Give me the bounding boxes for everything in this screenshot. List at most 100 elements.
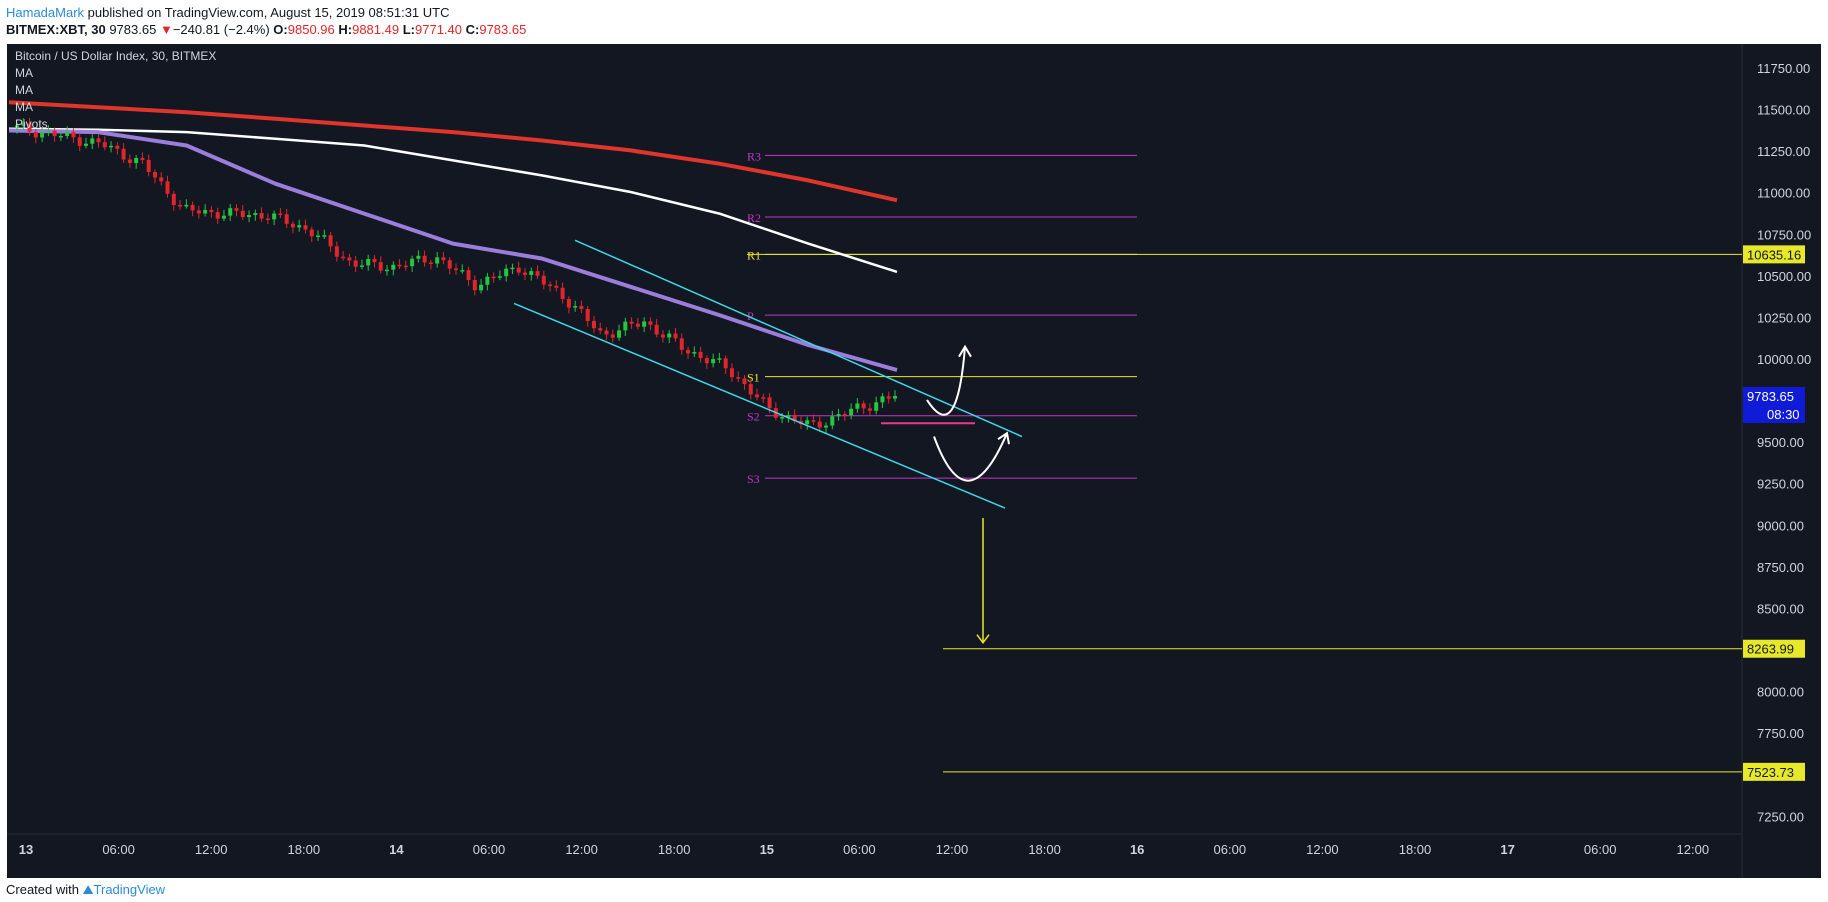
candle-body — [805, 420, 810, 425]
published-text: published on TradingView.com, August 15,… — [84, 5, 450, 20]
candle-body — [40, 132, 45, 138]
candle-body — [535, 271, 540, 276]
high-value: 9881.49 — [352, 22, 400, 37]
candle-body — [309, 229, 314, 237]
time-tick-label: 13 — [19, 842, 33, 857]
candle-body — [278, 213, 283, 216]
candle-body — [817, 421, 822, 428]
time-tick-label: 06:00 — [473, 842, 506, 857]
author-link[interactable]: HamadaMark — [6, 5, 85, 20]
publish-line: HamadaMark published on TradingView.com,… — [6, 5, 449, 20]
candle-body — [761, 397, 766, 399]
candle-body — [485, 276, 490, 285]
candle-body — [836, 414, 841, 417]
created-with-text: Created with — [6, 882, 79, 897]
time-tick-label: 18:00 — [1028, 842, 1061, 857]
candle-body — [247, 215, 252, 218]
candle-body — [33, 131, 38, 138]
time-tick-label: 06:00 — [102, 842, 135, 857]
candle-body — [767, 397, 772, 409]
candle-body — [203, 209, 208, 214]
candle-body — [196, 210, 201, 214]
time-tick-label: 18:00 — [288, 842, 321, 857]
pivot-label-r2: R2 — [747, 211, 761, 225]
candle-body — [742, 378, 747, 385]
candle-body — [77, 137, 82, 146]
price-tick-label: 10250.00 — [1757, 310, 1811, 325]
legend-item-pivots[interactable]: Pivots — [15, 117, 48, 131]
candle-body — [15, 125, 19, 128]
symbol-label: BITMEX:XBT, 30 — [6, 22, 106, 37]
candle-body — [366, 259, 371, 266]
candle-body — [422, 255, 427, 263]
pivot-label-s2: S2 — [747, 410, 760, 424]
legend-item-ma-white[interactable]: MA — [15, 100, 33, 114]
candle-body — [127, 159, 132, 163]
candle-body — [849, 408, 854, 416]
candle-body — [334, 246, 339, 257]
candle-body — [341, 256, 346, 259]
candle-body — [780, 417, 785, 419]
price-tick-label: 11250.00 — [1757, 144, 1810, 159]
candle-body — [604, 330, 609, 335]
price-tick-label: 11750.00 — [1757, 61, 1810, 76]
candle-body — [824, 425, 829, 428]
candle-body — [585, 308, 590, 321]
curved-arrow-up-2 — [933, 432, 1008, 482]
candle-body — [259, 213, 264, 219]
candle-body — [648, 321, 653, 325]
time-tick-label: 06:00 — [1214, 842, 1247, 857]
candle-body — [385, 269, 390, 272]
candle-body — [667, 333, 672, 338]
chart-panel[interactable]: 11750.00 11500.00 11250.00 11000.00 10750.00… — [7, 44, 1821, 878]
legend-item-ma-purple[interactable]: MA — [15, 83, 33, 97]
candle-body — [146, 159, 151, 173]
open-label: O: — [273, 22, 288, 37]
candle-body — [629, 321, 634, 324]
legend-item-ma-red[interactable]: MA — [15, 66, 33, 80]
candle-body — [874, 402, 879, 411]
tradingview-brand[interactable]: TradingView — [93, 882, 166, 897]
last-price-tag — [1743, 386, 1805, 423]
candle-body — [391, 264, 396, 270]
candle-body — [316, 235, 321, 237]
price-tick-label: 10000.00 — [1757, 352, 1811, 367]
price-tick-label: 10750.00 — [1757, 227, 1811, 242]
change-text: −240.81 (−2.4%) — [172, 22, 270, 37]
candle-body — [215, 212, 220, 219]
candle-body — [234, 208, 239, 211]
candle-body — [460, 270, 465, 272]
candle-body — [704, 358, 709, 364]
candle-body — [755, 394, 760, 398]
candle-body — [65, 132, 70, 136]
time-axis[interactable]: 13 06:00 12:00 18:00 14 06:00 12:00 18:00 15 06:0… — [19, 842, 1709, 857]
candle-body — [21, 123, 26, 126]
price-chart[interactable]: 11750.00 11500.00 11250.00 11000.00 10750.00… — [7, 44, 1821, 878]
price-tick-label: 9500.00 — [1757, 435, 1804, 450]
candle-body — [428, 262, 433, 264]
pivot-lines: R3 R2 R1 P S1 S2 S3 — [747, 149, 1137, 486]
candle-body — [660, 334, 665, 338]
low-label: L: — [402, 22, 415, 37]
legend-title: Bitcoin / US Dollar Index, 30, BITMEX — [15, 49, 216, 63]
candle-body — [522, 272, 527, 275]
candle-body — [692, 352, 697, 354]
close-value: 9783.65 — [479, 22, 527, 37]
channel-lower-line — [513, 302, 1006, 509]
candle-body — [190, 204, 195, 211]
candle-body — [573, 306, 578, 308]
tradingview-logo-icon[interactable]: ⛰ — [82, 882, 94, 897]
pivot-label-p: P — [747, 309, 754, 323]
candle-body — [711, 359, 716, 364]
price-axis[interactable]: 11750.00 11500.00 11250.00 11000.00 10750.00… — [1757, 61, 1811, 824]
time-tick-label: 14 — [389, 842, 404, 857]
time-tick-label: 12:00 — [936, 842, 969, 857]
candle-body — [90, 138, 95, 144]
price-tick-label: 10500.00 — [1757, 269, 1811, 284]
candle-body — [497, 276, 502, 278]
candle-body — [454, 268, 458, 271]
candle-body — [184, 204, 189, 207]
price-tick-label: 11000.00 — [1757, 186, 1810, 201]
candle-body — [673, 333, 678, 339]
time-tick-label: 12:00 — [1306, 842, 1339, 857]
